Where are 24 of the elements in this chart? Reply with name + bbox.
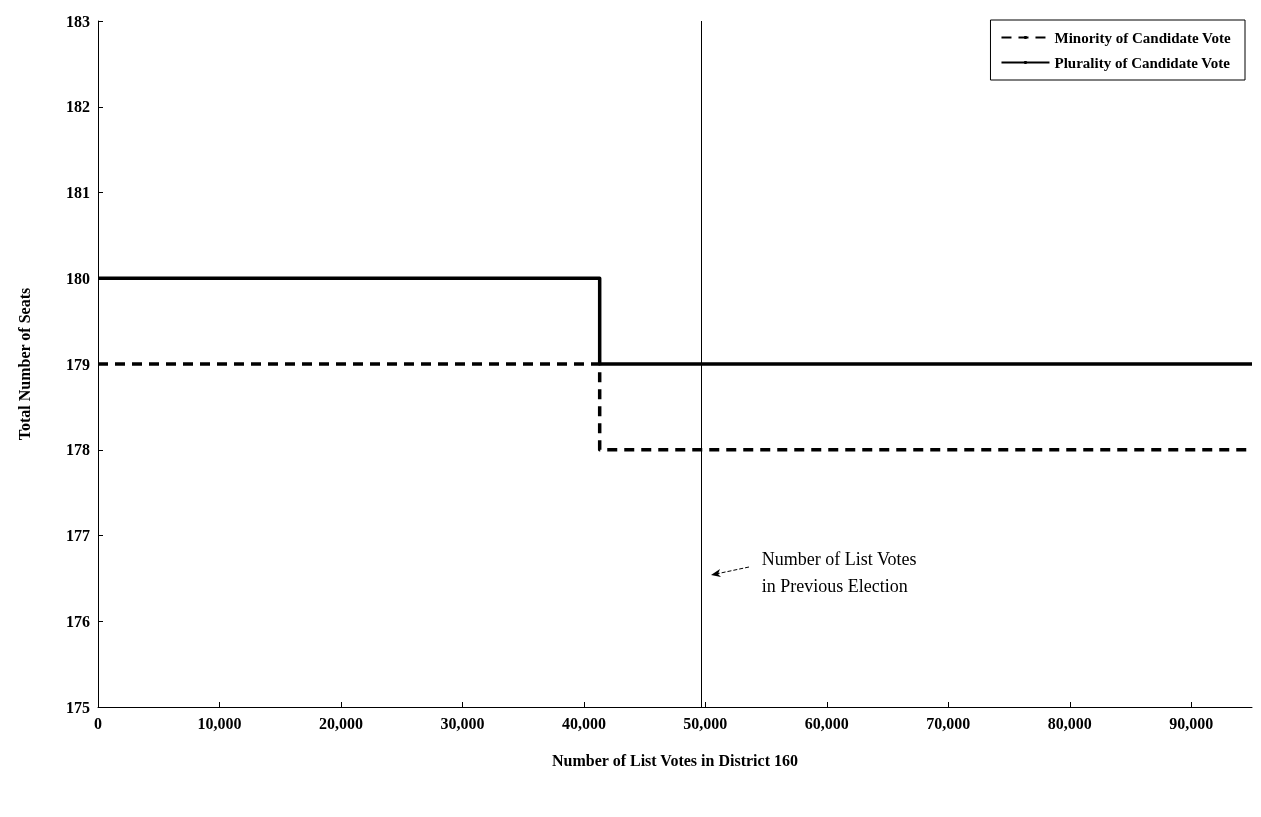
x-tick-label: 80,000	[1047, 714, 1092, 732]
y-tick-label: 181	[66, 184, 90, 201]
x-tick-label: 20,000	[318, 714, 363, 732]
x-tick-label: 30,000	[440, 714, 485, 732]
y-tick-label: 179	[66, 355, 90, 373]
x-tick-label: 60,000	[804, 714, 849, 732]
x-tick-label: 0	[94, 714, 102, 732]
x-tick-label: 10,000	[197, 714, 242, 732]
y-tick-label: 178	[66, 441, 90, 459]
x-tick-label: 70,000	[926, 714, 971, 732]
y-axis-title: Total Number of Seats	[15, 287, 33, 441]
x-tick-label: 90,000	[1169, 714, 1214, 732]
x-axis-title: Number of List Votes in District 160	[552, 751, 798, 769]
y-tick-label: 175	[66, 698, 90, 716]
legend-label: Minority of Candidate Vote	[1054, 29, 1232, 46]
legend-label: Plurality of Candidate Vote	[1054, 54, 1231, 71]
y-tick-label: 177	[66, 527, 90, 544]
x-tick-label: 40,000	[561, 714, 606, 732]
x-tick-label: 50,000	[683, 714, 728, 732]
y-tick-label: 183	[66, 12, 90, 30]
annotation: Number of List Votes in Previous Election	[761, 548, 917, 596]
y-tick-label: 180	[66, 269, 90, 287]
y-tick-label: 182	[66, 98, 90, 116]
y-tick-label: 176	[66, 612, 90, 630]
